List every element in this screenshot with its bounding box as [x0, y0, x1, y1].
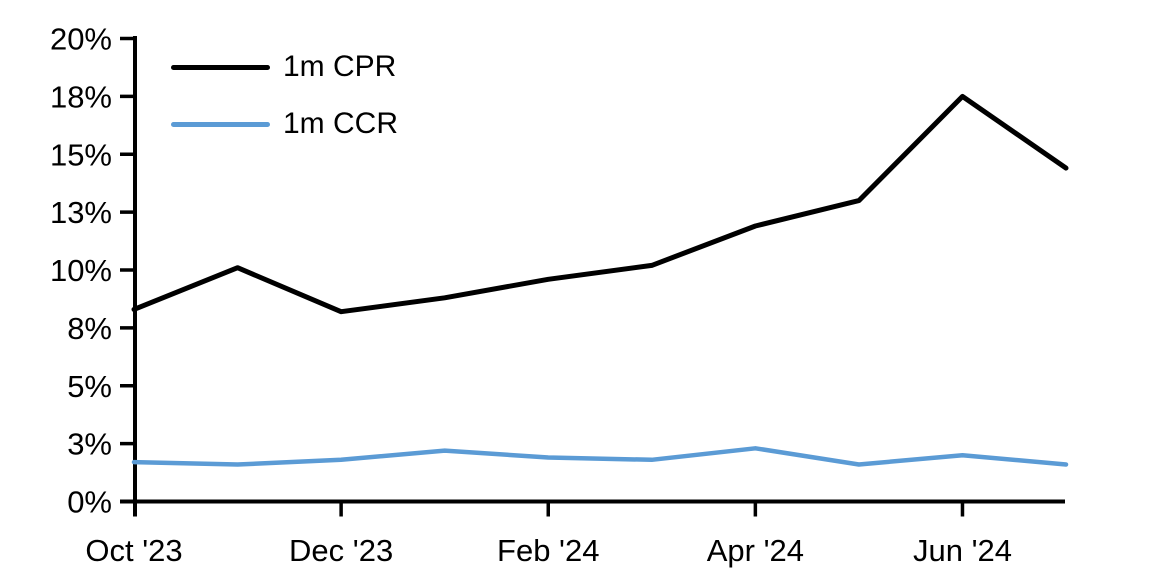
- y-axis-tick-label: 18%: [50, 79, 112, 114]
- y-axis-tick-label: 8%: [67, 311, 112, 346]
- y-axis-tick-label: 10%: [50, 253, 112, 288]
- legend-item-1m-ccr: 1m CCR: [171, 106, 398, 142]
- legend-label-1m-cpr: 1m CPR: [283, 50, 397, 83]
- y-axis-tick-label: 13%: [50, 195, 112, 230]
- legend-label-1m-ccr: 1m CCR: [283, 107, 399, 140]
- x-axis-tick-label: Dec '23: [289, 533, 393, 568]
- legend: 1m CPR 1m CCR: [171, 49, 398, 142]
- y-axis-tick-label: 0%: [67, 485, 112, 520]
- y-axis-tick-label: 3%: [67, 427, 112, 462]
- series-line-1m-ccr: [131, 446, 1069, 467]
- x-axis-tick-label: Feb '24: [497, 533, 599, 568]
- y-axis-tick-label: 5%: [67, 369, 112, 404]
- legend-item-1m-cpr: 1m CPR: [171, 49, 398, 85]
- cpr-line-swatch-icon: [171, 64, 270, 70]
- y-axis-tick-label: 20%: [50, 22, 112, 57]
- series-line-1m-cpr: [131, 93, 1069, 315]
- x-axis-tick-label: Jun '24: [913, 533, 1012, 568]
- y-axis-tick-label: 15%: [50, 137, 112, 172]
- x-axis-tick-label: Oct '23: [85, 533, 182, 568]
- ccr-line-swatch-icon: [171, 121, 270, 127]
- x-axis-tick-label: Apr '24: [707, 533, 804, 568]
